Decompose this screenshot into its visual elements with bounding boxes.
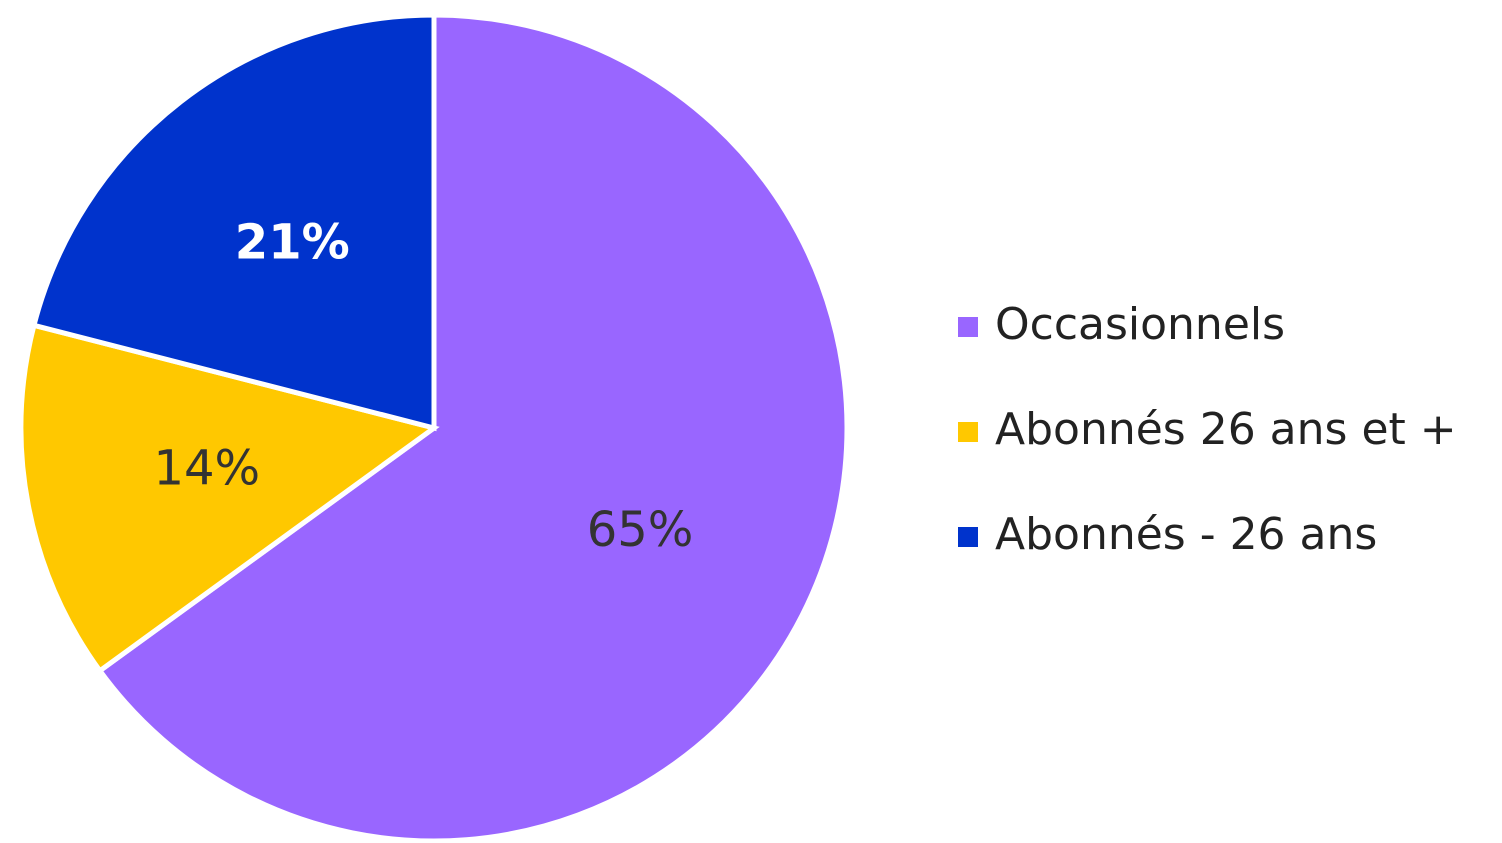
legend-label: Abonnés - 26 ans	[995, 509, 1377, 560]
data-label: 14%	[153, 440, 260, 496]
legend-label: Occasionnels	[995, 299, 1285, 350]
legend-swatch	[958, 317, 978, 337]
legend-swatch	[958, 527, 978, 547]
pie-slice	[96, 12, 850, 843]
data-label: 65%	[587, 502, 694, 558]
legend-swatch	[958, 422, 978, 442]
pie-slice	[30, 12, 437, 432]
legend-label: Abonnés 26 ans et +	[995, 404, 1457, 455]
pie-slice	[18, 322, 440, 675]
data-label: 21%	[235, 214, 350, 270]
